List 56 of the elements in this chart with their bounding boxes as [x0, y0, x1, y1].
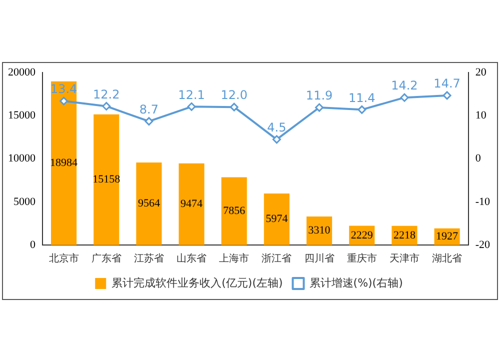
x-tick-label: 山东省 — [176, 252, 207, 265]
data-label: 3310 — [308, 224, 331, 237]
y-tick-label: 20000 — [8, 66, 36, 78]
legend-label: 累计增速(%)(右轴) — [309, 276, 403, 290]
y2-tick-label: -10 — [475, 196, 490, 208]
x-tick-label: 湖北省 — [432, 252, 462, 265]
data-label: 2218 — [393, 229, 416, 242]
data-label: 12.0 — [220, 88, 248, 102]
point — [315, 103, 324, 112]
x-tick-label: 浙江省 — [262, 252, 292, 265]
point — [272, 135, 281, 144]
data-label: 5974 — [266, 213, 288, 226]
point — [102, 102, 111, 110]
legend-label: 累计完成软件业务收入(亿元)(左轴) — [112, 276, 283, 290]
data-label: 2229 — [350, 229, 374, 242]
bar — [51, 81, 77, 245]
bar — [221, 177, 247, 245]
data-label: 7856 — [223, 205, 246, 218]
bar — [94, 114, 120, 245]
data-label: 9474 — [180, 198, 204, 210]
y-tick-label: 0 — [30, 238, 36, 251]
y2-tick-label: 20 — [475, 66, 487, 78]
data-label: 14.7 — [434, 76, 460, 91]
data-label: 9564 — [138, 198, 160, 210]
bar — [136, 162, 162, 245]
point — [60, 96, 68, 106]
x-tick-label: 北京市 — [48, 252, 79, 265]
data-label: 12.1 — [178, 88, 205, 102]
data-label: 14.2 — [391, 78, 418, 93]
y2-tick-label: 0 — [475, 152, 482, 165]
data-label: 8.7 — [139, 102, 159, 116]
y2-tick-label: -20 — [475, 238, 490, 251]
data-label: 11.9 — [306, 88, 333, 103]
bar — [264, 194, 290, 245]
y-tick-label: 15000 — [8, 110, 36, 122]
x-tick-label: 广东省 — [91, 252, 122, 265]
y-tick-label: 10000 — [8, 152, 36, 165]
x-tick-label: 天津市 — [389, 252, 420, 265]
point — [144, 117, 154, 126]
point — [358, 105, 366, 114]
point — [442, 91, 452, 100]
x-tick-label: 上海市 — [219, 252, 250, 265]
point — [400, 93, 409, 102]
x-tick-label: 四川省 — [304, 252, 334, 265]
x-tick-label: 江苏省 — [134, 252, 164, 265]
data-label: 12.2 — [93, 87, 120, 102]
data-label: 4.5 — [267, 120, 286, 135]
data-label: 13.4 — [50, 82, 78, 96]
x-tick-label: 重庆市 — [346, 252, 377, 265]
point — [187, 102, 196, 111]
y2-tick-label: 10 — [475, 110, 487, 122]
data-label: 11.4 — [348, 90, 376, 105]
y-tick-label: 5000 — [14, 196, 36, 208]
bar — [178, 163, 204, 245]
data-label: 1927 — [436, 230, 459, 243]
point — [230, 102, 238, 112]
